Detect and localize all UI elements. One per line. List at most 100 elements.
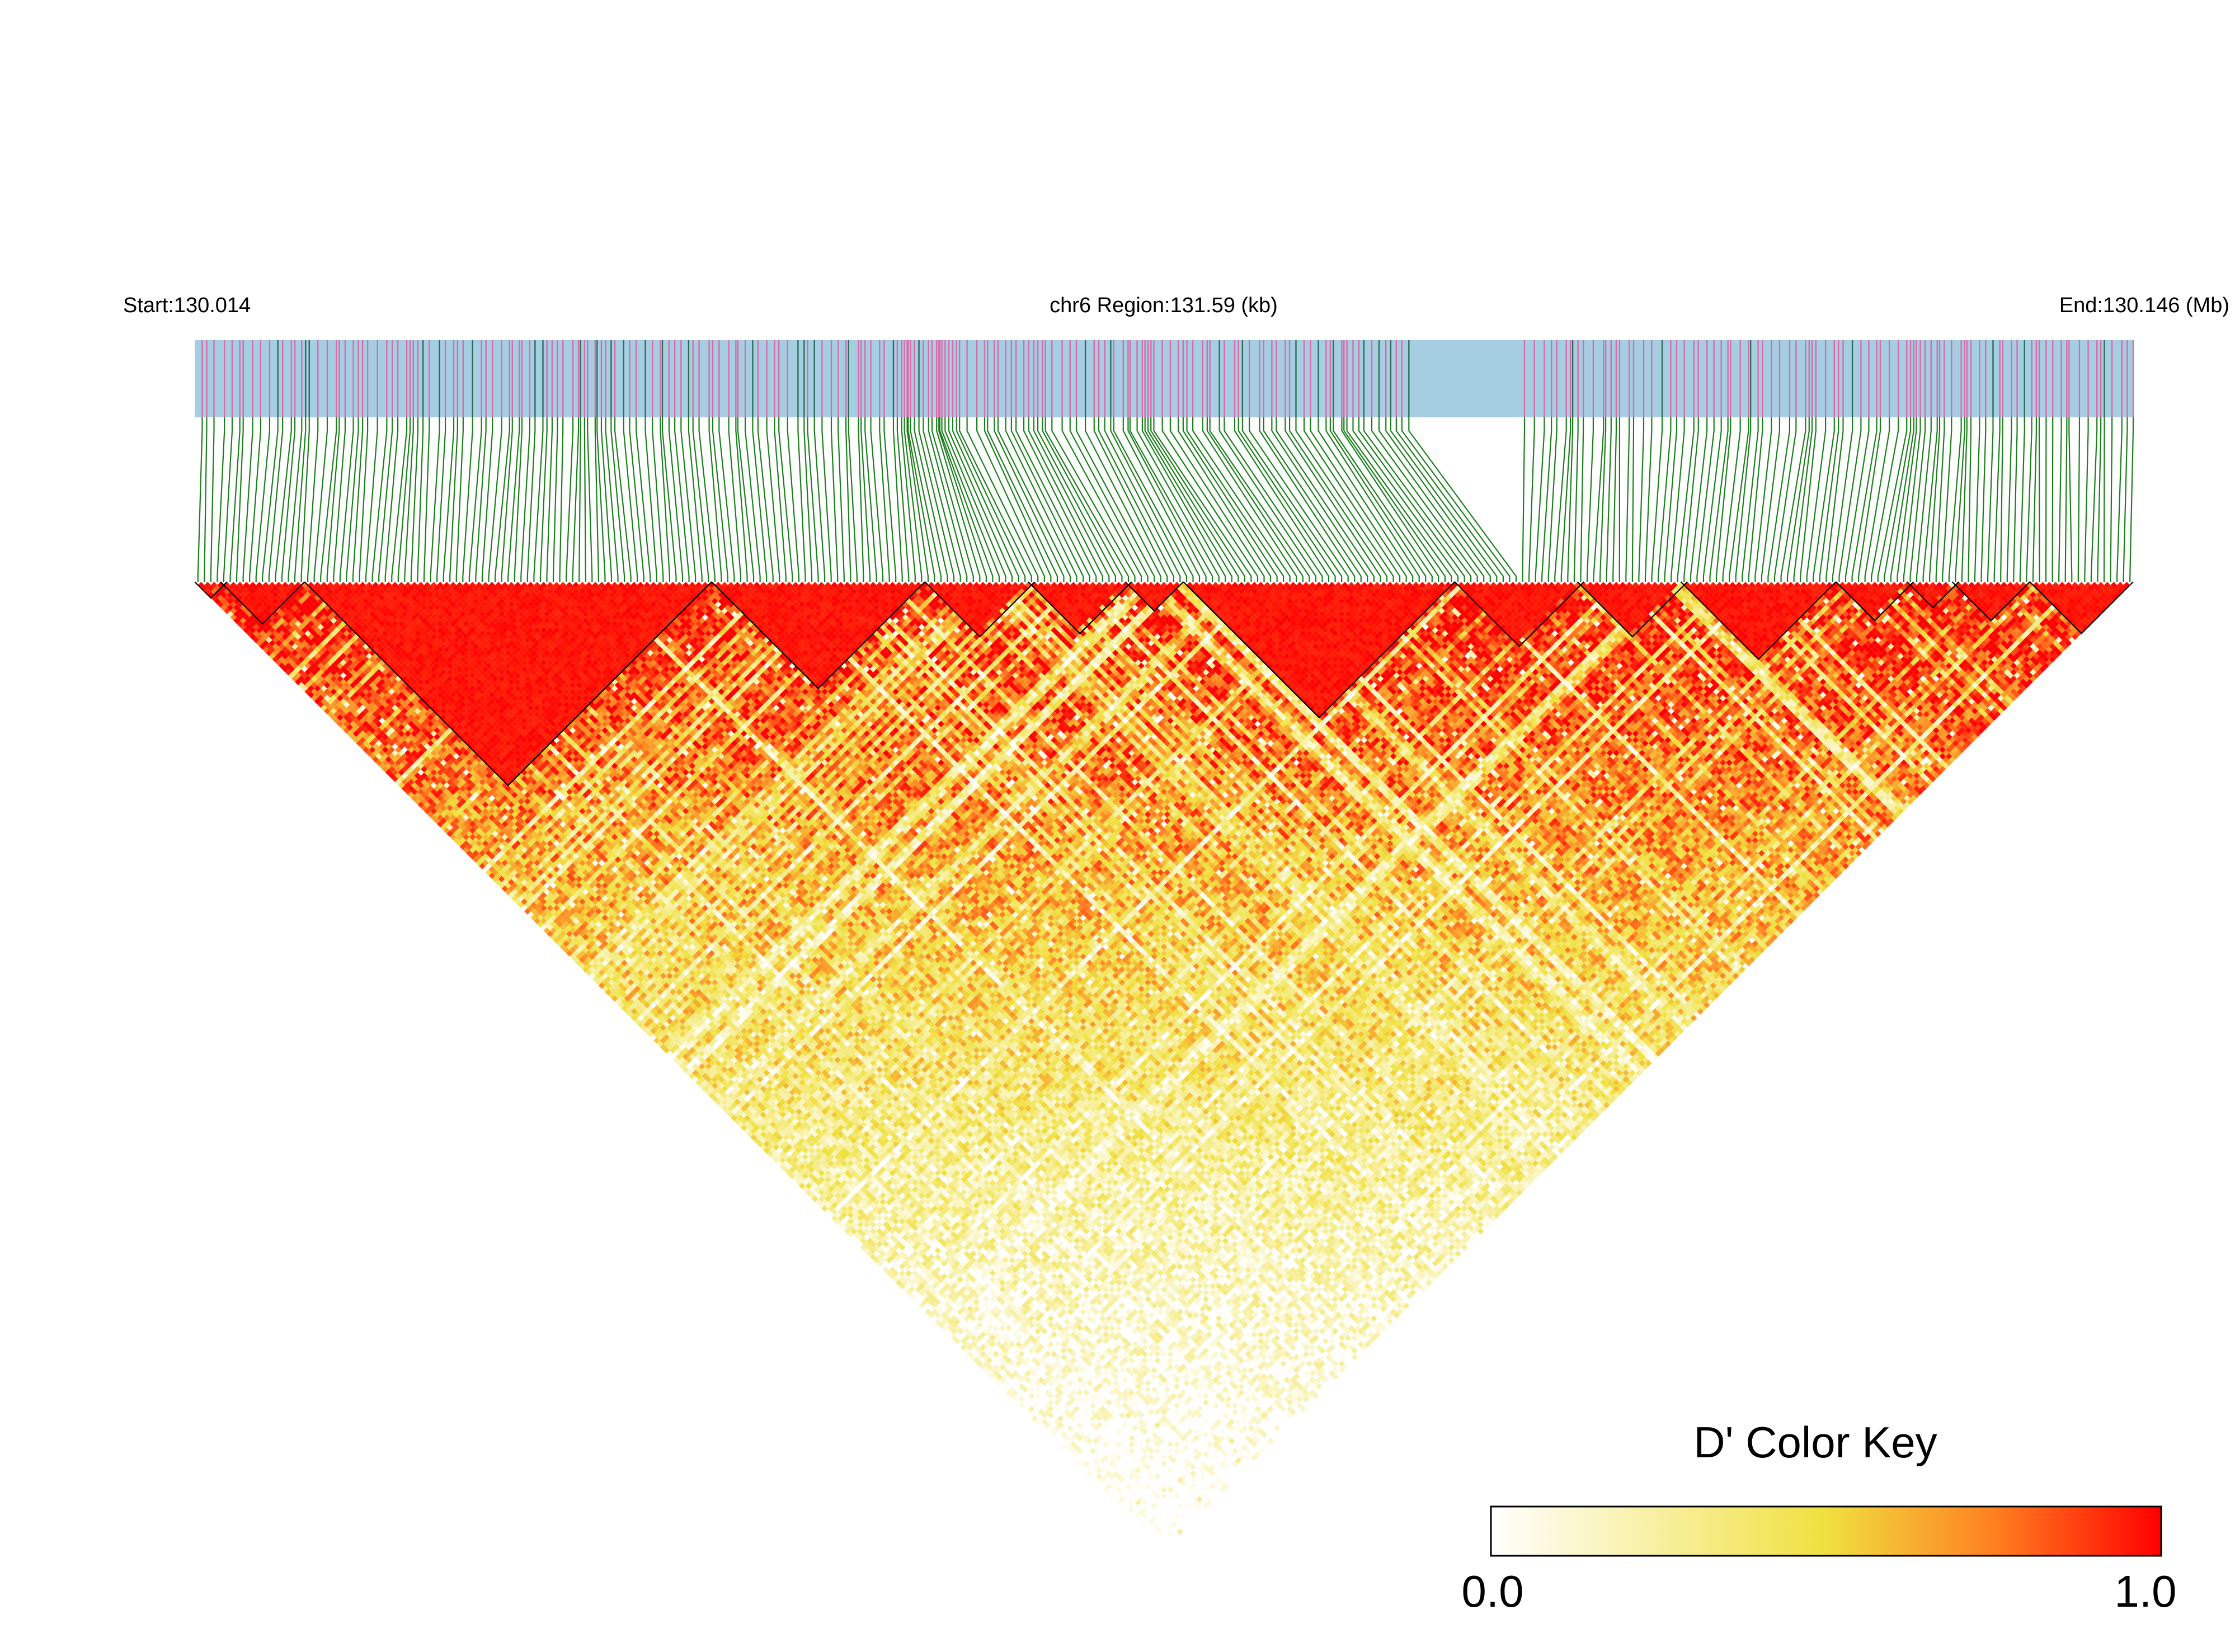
snp-connector	[1736, 417, 1751, 582]
region-label: chr6 Region:131.59 (kb)	[1050, 294, 1278, 317]
snp-connector	[508, 417, 519, 582]
snp-connector	[2013, 417, 2017, 582]
snp-connector	[1884, 417, 1911, 582]
snp-connector	[204, 417, 206, 582]
snp-connector	[547, 417, 552, 582]
snp-connector	[256, 417, 270, 582]
snp-connector	[1936, 417, 1945, 582]
snp-connector	[838, 417, 844, 582]
snp-connector	[1632, 417, 1634, 582]
snp-connector-lines	[198, 417, 2133, 582]
snp-connector	[1264, 417, 1361, 582]
snp-connector	[585, 417, 586, 582]
snp-connector	[314, 417, 327, 582]
snp-connector	[2097, 417, 2101, 582]
snp-connector	[923, 417, 960, 582]
snp-connector	[2001, 417, 2002, 582]
snp-connector	[553, 417, 557, 582]
ld-heatmap-cells	[198, 582, 2130, 1551]
snp-connector	[417, 417, 423, 582]
snp-connector	[1396, 417, 1503, 582]
snp-connector	[1787, 417, 1809, 582]
snp-connector	[1529, 417, 1535, 582]
snp-connector	[2033, 417, 2036, 582]
snp-connector	[932, 417, 973, 582]
snp-connector	[1613, 417, 1616, 582]
snp-connector	[831, 417, 837, 582]
snp-connector	[1353, 417, 1458, 582]
snp-connector	[681, 417, 695, 582]
snp-connector	[424, 417, 429, 582]
snp-connector	[1402, 417, 1510, 582]
snp-connector	[719, 417, 734, 582]
snp-connector	[942, 417, 999, 582]
snp-connector	[2117, 417, 2122, 582]
snp-connector	[2085, 417, 2088, 582]
snp-connector	[957, 417, 1025, 582]
snp-connector	[1858, 417, 1880, 582]
snp-connector	[198, 417, 203, 582]
snp-connector	[237, 417, 243, 582]
snp-connector	[846, 417, 850, 582]
snp-connector	[366, 417, 378, 582]
snp-connector	[1580, 417, 1583, 582]
snp-connector	[1665, 417, 1677, 582]
snp-connector	[1968, 417, 1970, 582]
snp-connector	[1891, 417, 1914, 582]
snp-connector	[985, 417, 1051, 582]
snp-connector	[579, 417, 580, 582]
snp-connector	[865, 417, 876, 582]
snp-connector	[1523, 417, 1524, 582]
snp-connector	[1800, 417, 1816, 582]
snp-connector	[573, 417, 578, 582]
snp-connector	[1645, 417, 1651, 582]
snp-connector	[560, 417, 563, 582]
snp-connector	[540, 417, 547, 582]
snp-connector	[1210, 417, 1310, 582]
snp-connector	[2078, 417, 2079, 582]
snp-connector	[2124, 417, 2128, 582]
snp-connector	[1658, 417, 1671, 582]
snp-connector	[1852, 417, 1877, 582]
snp-connector	[1409, 417, 1516, 582]
snp-connector	[1671, 417, 1684, 582]
snp-connector	[340, 417, 354, 582]
snp-connector	[489, 417, 502, 582]
snp-connector	[217, 417, 224, 582]
snp-connector	[1183, 417, 1277, 582]
snp-connector	[1652, 417, 1662, 582]
snp-connector	[1988, 417, 1993, 582]
snp-connector	[1587, 417, 1593, 582]
snp-connector	[859, 417, 864, 582]
snp-connector	[1272, 417, 1367, 582]
snp-connector	[1626, 417, 1629, 582]
snp-connector	[1755, 417, 1771, 582]
snp-connector	[373, 417, 387, 582]
snp-connector	[2069, 417, 2072, 582]
snp-connector	[779, 417, 792, 582]
chromosome-track	[195, 340, 2133, 417]
snp-connector	[450, 417, 458, 582]
snp-connector	[871, 417, 883, 582]
snp-connector	[758, 417, 773, 582]
snp-connector	[469, 417, 482, 582]
snp-connector	[1594, 417, 1604, 582]
snp-connector	[767, 417, 780, 582]
snp-connector	[2091, 417, 2097, 582]
snp-connector	[2059, 417, 2061, 582]
snp-connector	[2026, 417, 2031, 582]
end-label: End:130.146 (Mb)	[2059, 294, 2229, 317]
snp-connector	[745, 417, 760, 582]
snp-connector	[1549, 417, 1557, 582]
snp-connector	[2039, 417, 2040, 582]
snp-connector	[940, 417, 992, 582]
snp-connector	[1982, 417, 1986, 582]
snp-connector	[808, 417, 818, 582]
snp-connector	[250, 417, 261, 582]
snp-connector	[566, 417, 573, 582]
snp-connector	[1574, 417, 1578, 582]
snp-connector	[1975, 417, 1979, 582]
snp-connector	[1235, 417, 1329, 582]
snp-connector	[1639, 417, 1644, 582]
